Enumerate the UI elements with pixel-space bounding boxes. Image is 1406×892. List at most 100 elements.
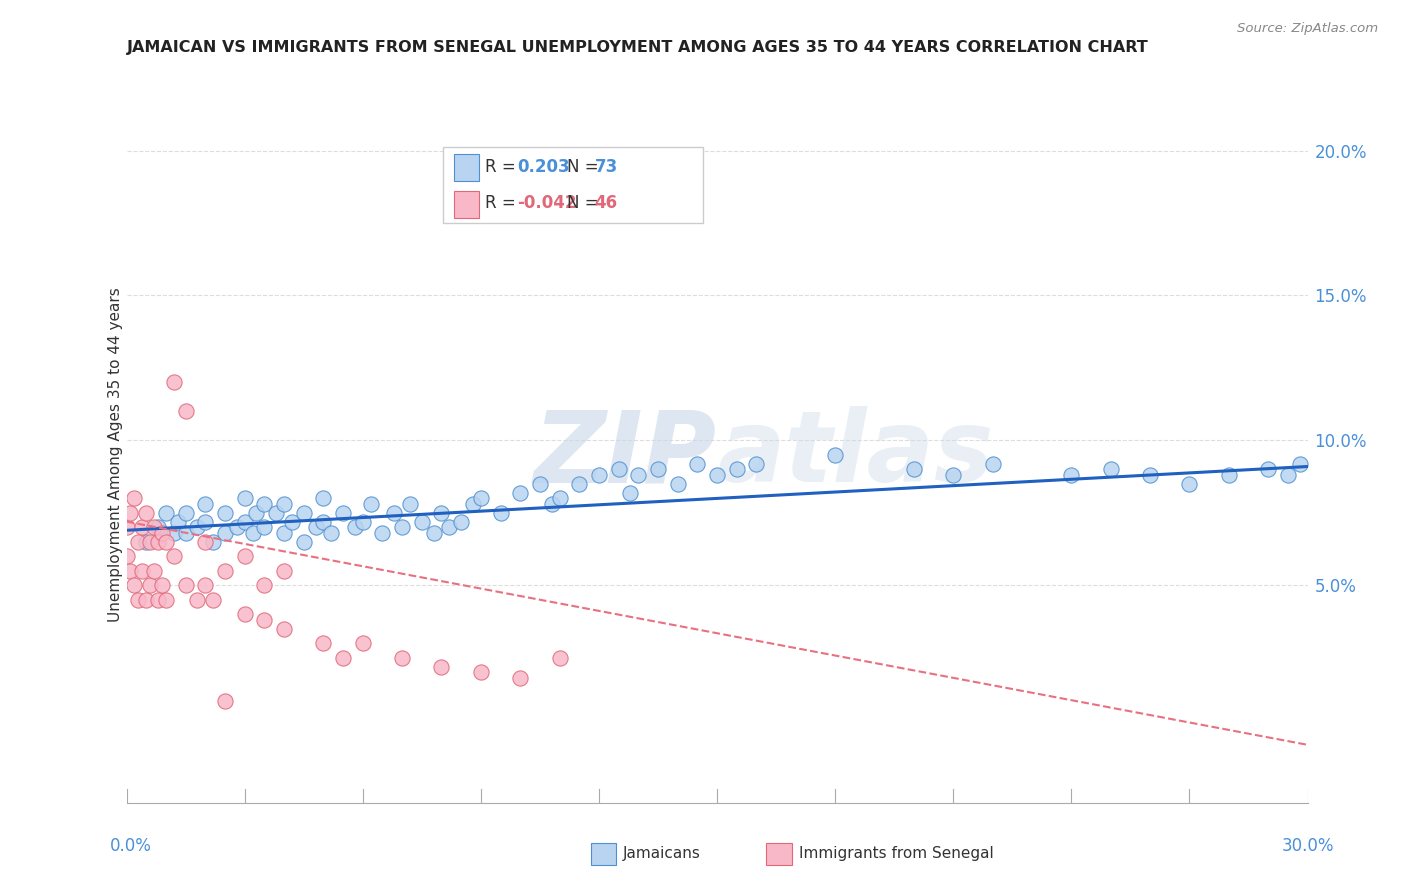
Point <box>135 506 157 520</box>
Point <box>233 549 256 564</box>
Point <box>174 506 197 520</box>
Point <box>155 506 177 520</box>
Point <box>135 592 157 607</box>
Point <box>430 506 453 520</box>
Point <box>146 520 169 534</box>
Point <box>245 506 267 520</box>
Point <box>174 578 197 592</box>
Point <box>115 520 138 534</box>
Point <box>1277 468 1299 483</box>
Point <box>273 497 295 511</box>
Text: 0.0%: 0.0% <box>110 837 152 855</box>
Point <box>1178 476 1201 491</box>
Point <box>548 491 571 506</box>
Point <box>824 448 846 462</box>
Point <box>233 491 256 506</box>
Point <box>942 468 965 483</box>
Point <box>150 526 173 541</box>
Point <box>214 694 236 708</box>
Point <box>352 636 374 650</box>
Point <box>202 534 225 549</box>
Point <box>1099 462 1122 476</box>
Point <box>131 564 153 578</box>
Point <box>686 457 709 471</box>
Point <box>450 515 472 529</box>
Point <box>332 506 354 520</box>
Point <box>371 526 394 541</box>
Point <box>163 526 186 541</box>
Point <box>343 520 366 534</box>
Text: 46: 46 <box>595 194 617 212</box>
Point <box>461 497 484 511</box>
Point <box>124 578 146 592</box>
Point <box>242 526 264 541</box>
Point <box>312 636 335 650</box>
Point <box>273 622 295 636</box>
Point <box>332 651 354 665</box>
Point <box>312 491 335 506</box>
Text: N =: N = <box>567 158 603 176</box>
Point <box>120 506 142 520</box>
Text: Jamaicans: Jamaicans <box>623 847 700 861</box>
Point <box>607 462 630 476</box>
Point <box>470 491 492 506</box>
Text: 73: 73 <box>595 158 619 176</box>
Point <box>233 607 256 622</box>
Point <box>382 506 405 520</box>
Text: 0.203: 0.203 <box>517 158 569 176</box>
Point <box>233 515 256 529</box>
Point <box>143 564 166 578</box>
Point <box>146 592 169 607</box>
Point <box>273 564 295 578</box>
Point <box>127 592 149 607</box>
Point <box>124 491 146 506</box>
Point <box>131 520 153 534</box>
Point <box>1218 468 1240 483</box>
Point <box>163 549 186 564</box>
Point <box>155 592 177 607</box>
Point <box>470 665 492 680</box>
Point <box>214 526 236 541</box>
Point <box>568 476 591 491</box>
Point <box>194 515 217 529</box>
Point <box>194 497 217 511</box>
Point <box>155 534 177 549</box>
Point <box>489 506 512 520</box>
Point <box>321 526 343 541</box>
Point <box>1139 468 1161 483</box>
Point <box>548 651 571 665</box>
Point <box>281 515 304 529</box>
Point <box>422 526 444 541</box>
Text: N =: N = <box>567 194 603 212</box>
Point <box>360 497 382 511</box>
Point <box>115 549 138 564</box>
Point <box>202 592 225 607</box>
Point <box>1060 468 1083 483</box>
Point <box>706 468 728 483</box>
Point <box>588 468 610 483</box>
Point <box>150 578 173 592</box>
Point <box>509 485 531 500</box>
Point <box>439 520 461 534</box>
Text: Source: ZipAtlas.com: Source: ZipAtlas.com <box>1237 22 1378 36</box>
Point <box>264 506 287 520</box>
Point <box>292 534 315 549</box>
Point <box>352 515 374 529</box>
Text: JAMAICAN VS IMMIGRANTS FROM SENEGAL UNEMPLOYMENT AMONG AGES 35 TO 44 YEARS CORRE: JAMAICAN VS IMMIGRANTS FROM SENEGAL UNEM… <box>127 40 1149 55</box>
Text: atlas: atlas <box>717 407 994 503</box>
Point <box>391 520 413 534</box>
Point <box>619 485 641 500</box>
Point <box>1257 462 1279 476</box>
Point <box>253 578 276 592</box>
Point <box>214 564 236 578</box>
Point <box>135 534 157 549</box>
Point <box>225 520 247 534</box>
Point <box>725 462 748 476</box>
Point <box>143 520 166 534</box>
Point <box>166 515 188 529</box>
Point <box>509 671 531 685</box>
Point <box>430 659 453 673</box>
Point <box>120 564 142 578</box>
Point <box>411 515 433 529</box>
Point <box>745 457 768 471</box>
